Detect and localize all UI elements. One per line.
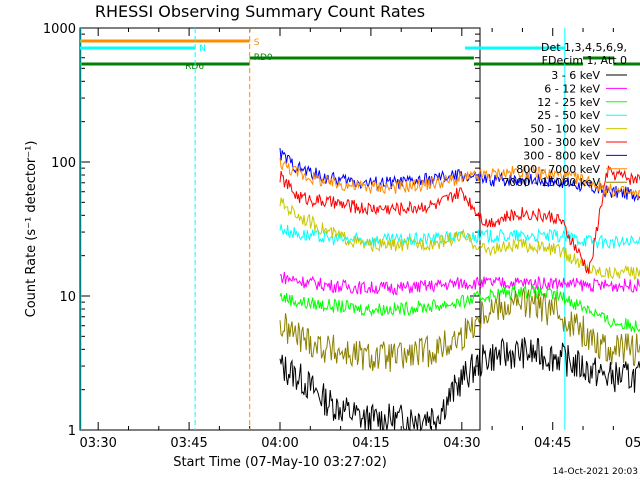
y-axis: 1 10 100 1000 — [43, 22, 480, 439]
legend-header-line-2: FDecim 1, Att 0 — [542, 54, 627, 67]
x-tick-label: 05:00 — [625, 436, 640, 451]
legend-header-line-1: Det 1,3,4,5,6,9, — [541, 41, 627, 54]
timestamp: 14-Oct-2021 20:03 — [553, 467, 638, 477]
legend-label: 12 - 25 keV — [537, 96, 600, 109]
x-tick-label: 04:30 — [443, 436, 480, 451]
mode-change-markers — [80, 28, 566, 430]
legend-label: 6 - 12 keV — [544, 82, 600, 95]
series-line — [279, 165, 640, 274]
legend: Det 1,3,4,5,6,9, FDecim 1, Att 0 3 - 6 k… — [502, 41, 627, 189]
legend-label: 7000 - 15000 keV — [502, 176, 600, 189]
y-tick-label: 1 — [68, 424, 76, 439]
flag-label: RD6 — [185, 62, 204, 72]
series-line — [279, 147, 640, 203]
legend-label: 50 - 100 keV — [530, 123, 600, 136]
x-tick-label: 03:30 — [79, 436, 116, 451]
series-line — [279, 284, 640, 333]
series-line — [279, 287, 640, 372]
x-tick-label: 04:45 — [534, 436, 571, 451]
y-axis-label: Count Rate (s⁻¹ detector⁻¹) — [24, 141, 39, 318]
x-tick-label: 04:15 — [352, 436, 389, 451]
series-line — [279, 337, 640, 432]
series-line — [279, 271, 640, 296]
y-tick-label: 1000 — [43, 22, 76, 37]
legend-label: 300 - 800 keV — [523, 149, 600, 162]
series-line — [279, 157, 640, 200]
flag-label: S — [254, 38, 260, 48]
x-axis-label: Start Time (07-May-10 03:27:02) — [173, 455, 387, 470]
flag-label: RD0 — [254, 53, 273, 63]
legend-label: 800 - 7000 keV — [516, 163, 600, 176]
x-tick-label: 03:45 — [170, 436, 207, 451]
legend-label: 25 - 50 keV — [537, 109, 600, 122]
legend-label: 3 - 6 keV — [551, 69, 600, 82]
x-tick-label: 04:00 — [261, 436, 298, 451]
y-tick-label: 10 — [59, 290, 76, 305]
series-group — [279, 147, 640, 432]
x-axis: 03:30 03:45 04:00 04:15 04:30 04:45 05:00 — [79, 28, 640, 451]
y-tick-label: 100 — [51, 156, 76, 171]
legend-label: 100 - 300 keV — [523, 136, 600, 149]
flag-label: N — [199, 44, 206, 54]
chart-title: RHESSI Observing Summary Count Rates — [95, 2, 425, 21]
